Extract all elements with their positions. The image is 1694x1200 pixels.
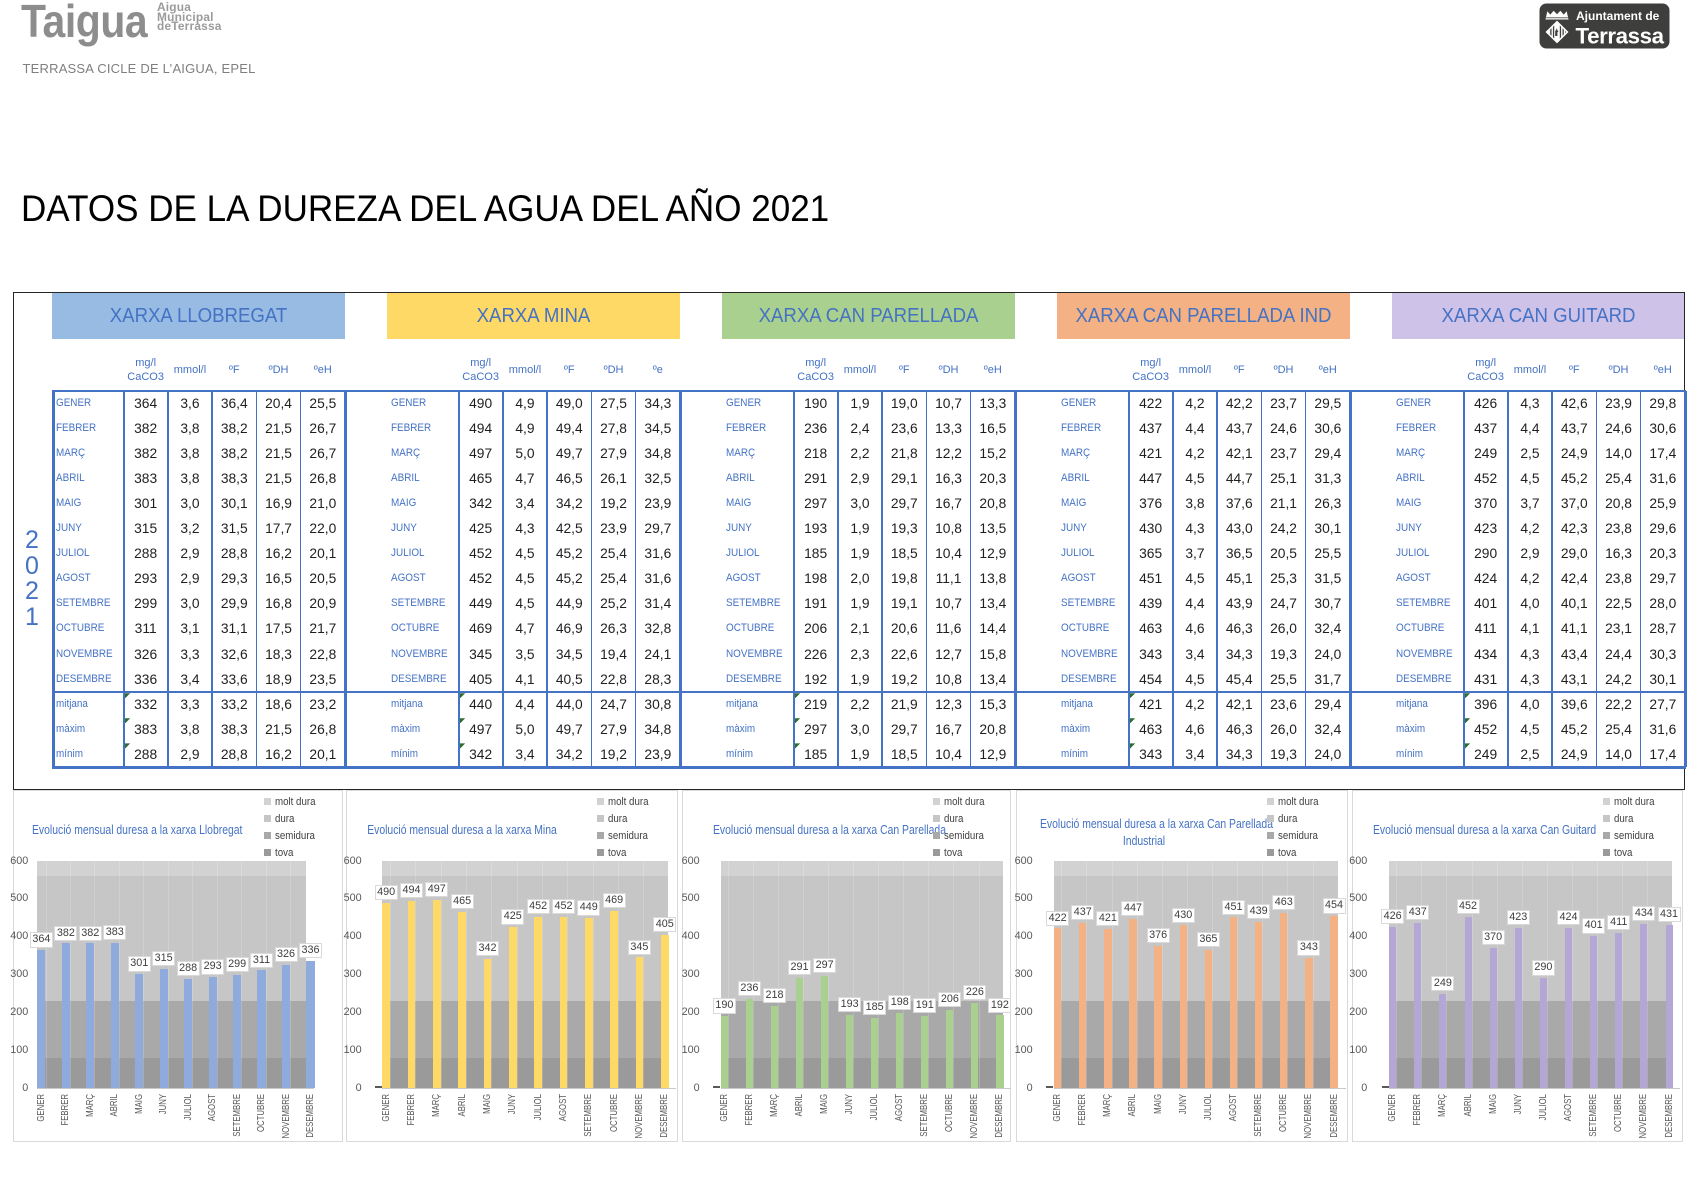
svg-text:Ajuntament de: Ajuntament de: [1576, 9, 1660, 23]
svg-text:Terrassa: Terrassa: [1576, 24, 1665, 49]
